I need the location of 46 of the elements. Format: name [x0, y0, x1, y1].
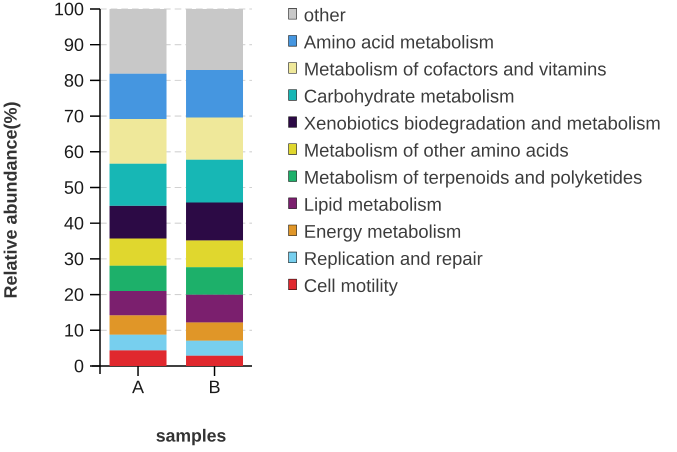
x-axis-title: samples	[156, 428, 226, 446]
bar	[186, 356, 244, 366]
x-tick-label: B	[210, 380, 220, 394]
y-tick-label: 60	[64, 145, 84, 158]
y-tick-label: 40	[64, 216, 84, 230]
legend-label: Amino acid metabolism	[304, 34, 493, 49]
legend-label: Lipid metabolism	[305, 197, 441, 215]
legend-label: Cell motility	[304, 278, 398, 296]
legend-label: Metabolism of cofactors and vitamins	[305, 62, 606, 76]
bar	[110, 118, 167, 164]
bar	[110, 315, 167, 335]
y-tick-label: 100	[55, 2, 84, 16]
bar	[110, 266, 167, 292]
y-tick-label: 70	[64, 110, 84, 122]
bar	[110, 164, 167, 206]
y-tick-label: 50	[64, 181, 84, 194]
y-tick-label: 80	[64, 74, 84, 87]
legend-label: Energy metabolism	[305, 224, 460, 242]
bar	[186, 160, 244, 202]
legend-label: Carbohydrate metabolism	[304, 89, 514, 106]
bar	[186, 202, 244, 240]
bar	[186, 267, 244, 295]
y-axis-title: Relative abundance(%)	[4, 102, 20, 298]
bar	[186, 240, 244, 268]
bar	[110, 350, 167, 366]
bar	[110, 74, 167, 119]
bar	[110, 334, 167, 350]
bar	[186, 118, 244, 160]
legend-label: Xenobiotics biodegradation and metabolism	[304, 116, 660, 134]
y-tick-label: 30	[64, 252, 84, 266]
bar	[186, 340, 244, 356]
legend-label: Metabolism of other amino acids	[305, 143, 568, 157]
y-tick-label: 0	[74, 360, 84, 372]
bar	[110, 206, 167, 239]
bar	[186, 294, 244, 322]
legend-label: Replication and repair	[305, 252, 482, 269]
legend-label: Metabolism of terpenoids and polyketides	[305, 170, 642, 188]
bar	[110, 291, 167, 316]
y-tick-label: 20	[64, 288, 84, 301]
bar	[186, 70, 244, 118]
bar	[110, 238, 167, 266]
x-tick-label: A	[132, 380, 144, 394]
bar	[186, 322, 244, 341]
y-tick-label: 90	[64, 38, 84, 52]
y-tick-label: 10	[65, 324, 84, 337]
legend-label: other	[304, 8, 346, 22]
